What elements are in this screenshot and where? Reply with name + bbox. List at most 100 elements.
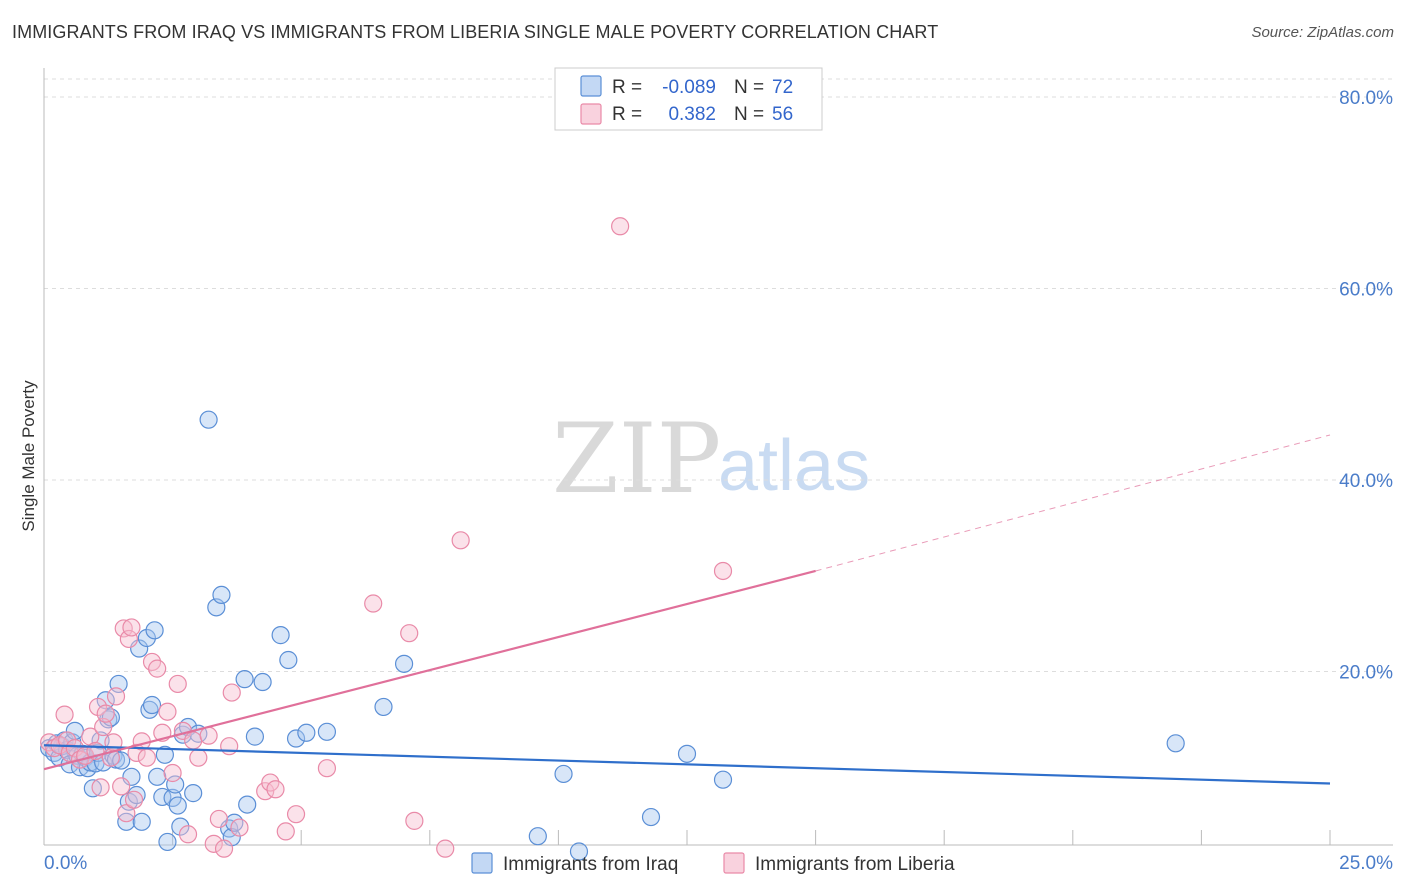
point-liberia-6 [65,738,84,758]
point-iraq-48 [184,784,203,803]
point-iraq-72 [713,770,733,789]
point-liberia-50 [364,594,383,613]
watermark-atlas: atlas [718,426,870,506]
legend-n-value-iraq: 72 [772,77,793,98]
point-liberia-36 [189,748,208,767]
point-iraq-65 [374,697,393,717]
trendlines [43,434,1331,785]
chart-source: Source: ZipAtlas.com [1251,24,1394,41]
legend-n-value-liberia: 56 [772,104,793,125]
point-liberia-49 [317,759,337,778]
legend-r-label-liberia: R = [612,104,642,125]
watermark-zip: ZIP [552,403,721,515]
chart-title: IMMIGRANTS FROM IRAQ VS IMMIGRANTS FROM … [12,22,939,42]
point-liberia-17 [106,687,126,706]
point-iraq-41 [158,832,177,852]
point-liberia-32 [168,674,187,694]
legend-swatch-iraq [580,75,602,97]
point-liberia-14 [96,704,115,723]
point-liberia-38 [204,834,223,853]
point-liberia-3 [55,705,74,724]
point-iraq-60 [271,626,290,645]
point-iraq-44 [168,796,187,815]
point-iraq-37 [145,621,164,640]
point-liberia-40 [214,839,234,858]
y-axis-label: Single Male Poverty [19,380,38,532]
point-iraq-38 [148,767,167,786]
point-iraq-59 [253,672,272,692]
point-liberia-54 [451,531,470,550]
trendline-liberia-extension [815,434,1331,572]
trendline-iraq [43,744,1331,785]
legend-swatch-liberia [580,103,602,125]
y-tick-label-0: 20.0% [1339,663,1393,684]
legend-n-label-iraq: N = [734,77,764,98]
point-liberia-42 [222,683,241,702]
point-iraq-27 [112,751,131,770]
point-iraq-70 [641,807,661,827]
point-iraq-57 [238,795,257,814]
point-iraq-64 [317,722,337,741]
trendline-liberia [43,569,816,771]
point-iraq-69 [569,842,589,861]
point-iraq-40 [155,745,174,764]
x-tick-label-min: 0.0% [44,853,87,874]
point-liberia-19 [114,619,133,638]
point-liberia-18 [112,777,131,796]
point-liberia-41 [220,737,239,756]
point-iraq-11 [70,758,90,777]
point-iraq-16 [83,779,102,798]
point-liberia-21 [119,629,138,649]
point-liberia-53 [436,839,455,858]
point-liberia-51 [400,624,419,643]
point-iraq-68 [554,764,573,784]
y-tick-label-3: 80.0% [1339,88,1393,109]
point-iraq-45 [171,817,190,836]
point-liberia-34 [178,825,198,844]
watermark: ZIP atlas [552,403,870,515]
legend-n-label-liberia: N = [734,104,764,125]
point-liberia-39 [209,809,228,829]
point-liberia-22 [122,618,141,637]
point-liberia-26 [137,748,156,767]
point-liberia-20 [117,804,136,823]
y-tick-label-2: 60.0% [1339,280,1393,301]
point-iraq-73 [1166,734,1185,753]
y-tick-labels: 20.0% 40.0% 60.0% 80.0% [1339,88,1393,684]
point-liberia-23 [124,790,144,809]
point-iraq-52 [212,585,231,605]
point-iraq-56 [235,670,254,689]
series-liberia-points [40,217,733,858]
point-iraq-67 [528,827,547,846]
point-iraq-50 [199,410,218,429]
point-liberia-56 [713,561,733,581]
bottom-legend-swatch-iraq [471,852,493,874]
stats-legend: R = -0.089 N = 72 R = 0.382 N = 56 [554,67,823,131]
legend-r-label-iraq: R = [612,77,642,98]
point-liberia-28 [148,659,167,678]
point-liberia-48 [286,805,306,824]
point-iraq-31 [127,785,146,805]
point-liberia-43 [230,818,249,837]
point-liberia-9 [81,727,100,746]
bottom-legend-label-iraq: Immigrants from Iraq [503,854,678,875]
point-liberia-35 [184,731,203,750]
series-legend: Immigrants from Iraq Immigrants from Lib… [471,852,955,875]
point-liberia-47 [276,822,295,841]
point-iraq-33 [132,812,151,831]
point-iraq-35 [140,700,159,719]
point-liberia-30 [158,702,177,721]
x-tick-label-max: 25.0% [1339,853,1393,874]
point-iraq-58 [245,727,265,746]
axes [43,68,1393,846]
y-tick-label-1: 40.0% [1339,471,1393,492]
point-liberia-12 [91,778,110,797]
point-liberia-31 [163,763,182,783]
bottom-legend-label-liberia: Immigrants from Liberia [755,854,955,875]
point-iraq-71 [677,744,697,763]
point-liberia-37 [199,726,218,745]
point-iraq-34 [137,628,156,648]
point-liberia-52 [405,811,424,830]
point-iraq-63 [297,723,316,742]
